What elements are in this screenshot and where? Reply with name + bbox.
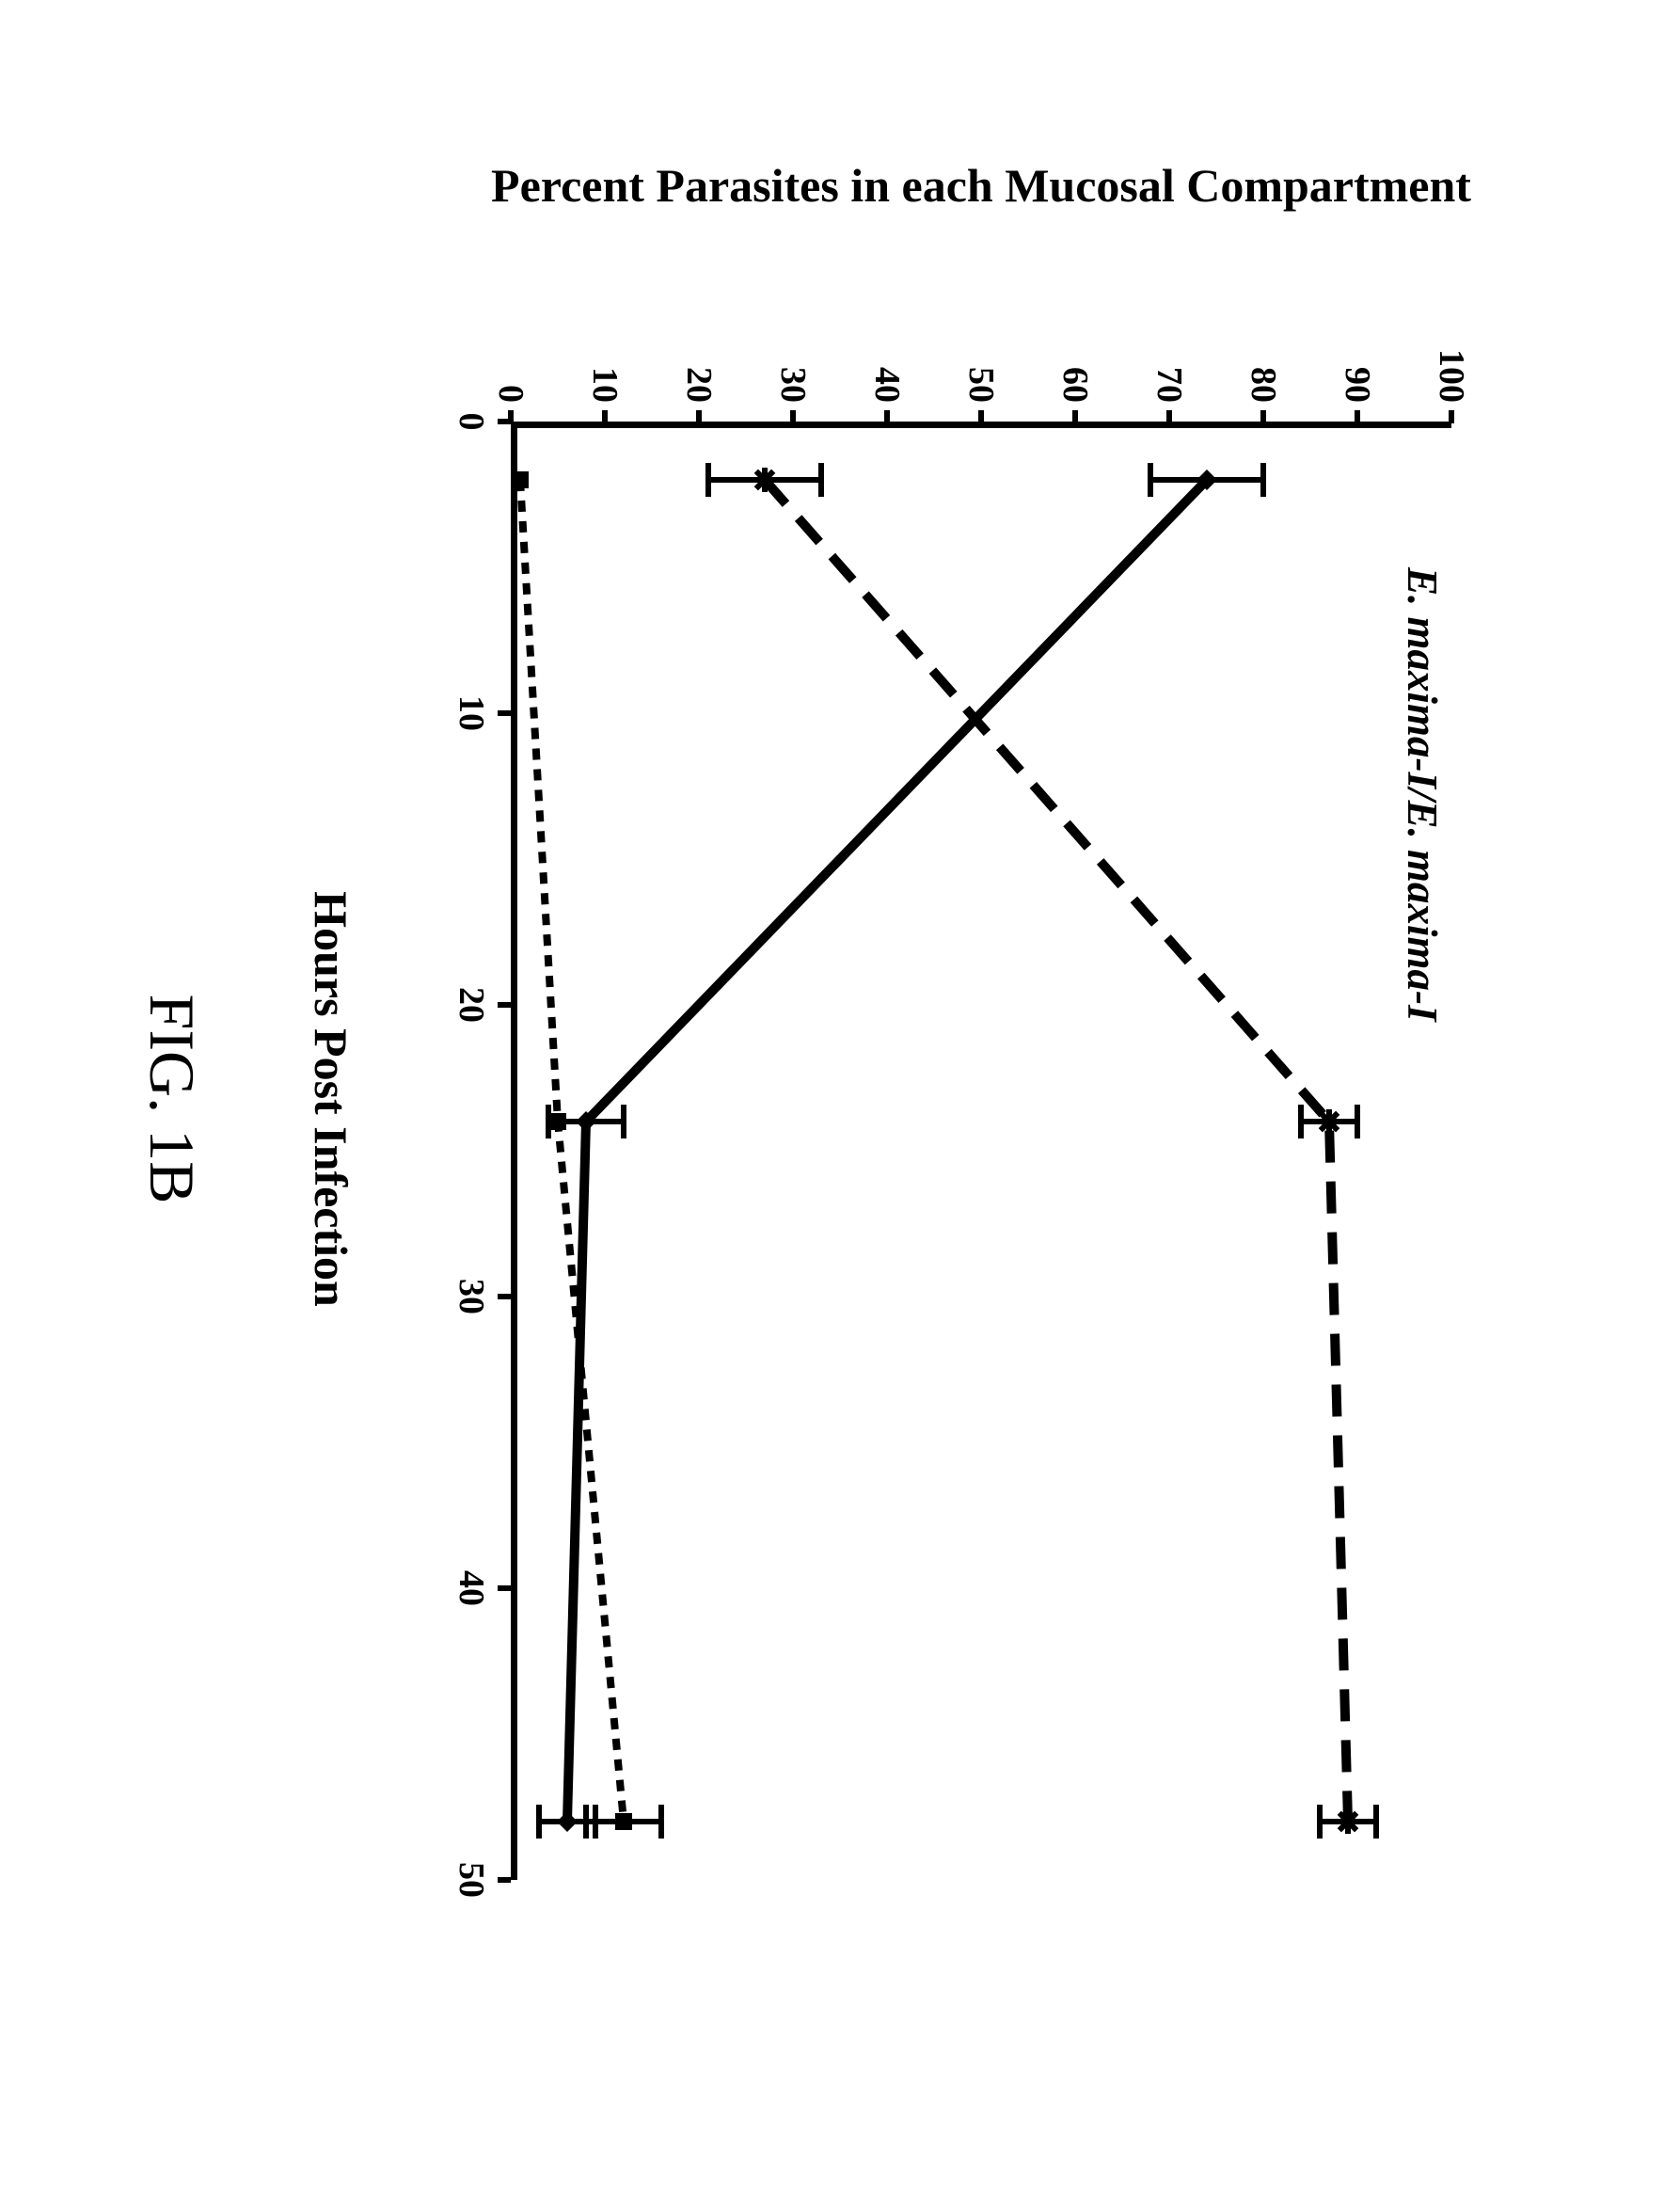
x-tick-label: 0 [451, 412, 492, 430]
x-tick-mark [498, 1294, 511, 1299]
marker-square [615, 1813, 632, 1830]
y-tick-label: 80 [1243, 367, 1284, 403]
x-tick-mark [498, 710, 511, 716]
rotated-container: Percent Parasites in each Mucosal Compar… [135, 158, 1545, 2040]
x-tick-label: 10 [451, 695, 492, 731]
series-line-long-dash [765, 480, 1348, 1822]
y-tick-label: 60 [1054, 367, 1096, 403]
x-tick-label: 40 [451, 1570, 492, 1606]
y-tick-label: 30 [772, 367, 814, 403]
chart-svg [511, 422, 1451, 1880]
x-axis-label: Hours Post Infection [304, 891, 358, 1307]
y-tick-label: 100 [1431, 349, 1472, 403]
x-tick-label: 30 [451, 1279, 492, 1314]
x-tick-mark [498, 1877, 511, 1883]
x-tick-mark [498, 1585, 511, 1591]
x-tick-mark [498, 419, 511, 424]
marker-square [512, 471, 529, 488]
y-axis-label: Percent Parasites in each Mucosal Compar… [491, 158, 1471, 213]
y-tick-label: 90 [1337, 367, 1378, 403]
y-tick-label: 70 [1149, 367, 1190, 403]
y-tick-label: 10 [584, 367, 626, 403]
marker-square [549, 1113, 566, 1130]
marker-diamond [557, 1811, 578, 1832]
marker-star [753, 468, 777, 492]
marker-star [1336, 1809, 1360, 1834]
y-tick-label: 40 [866, 367, 908, 403]
series-line-solid [567, 480, 1207, 1822]
x-tick-label: 50 [451, 1862, 492, 1898]
y-tick-label: 0 [490, 385, 531, 403]
figure: Percent Parasites in each Mucosal Compar… [135, 158, 1545, 2040]
y-tick-label: 50 [960, 367, 1002, 403]
y-tick-label: 20 [678, 367, 720, 403]
x-tick-label: 20 [451, 987, 492, 1023]
figure-caption: FIG. 1B [135, 994, 209, 1203]
x-tick-mark [498, 1002, 511, 1008]
